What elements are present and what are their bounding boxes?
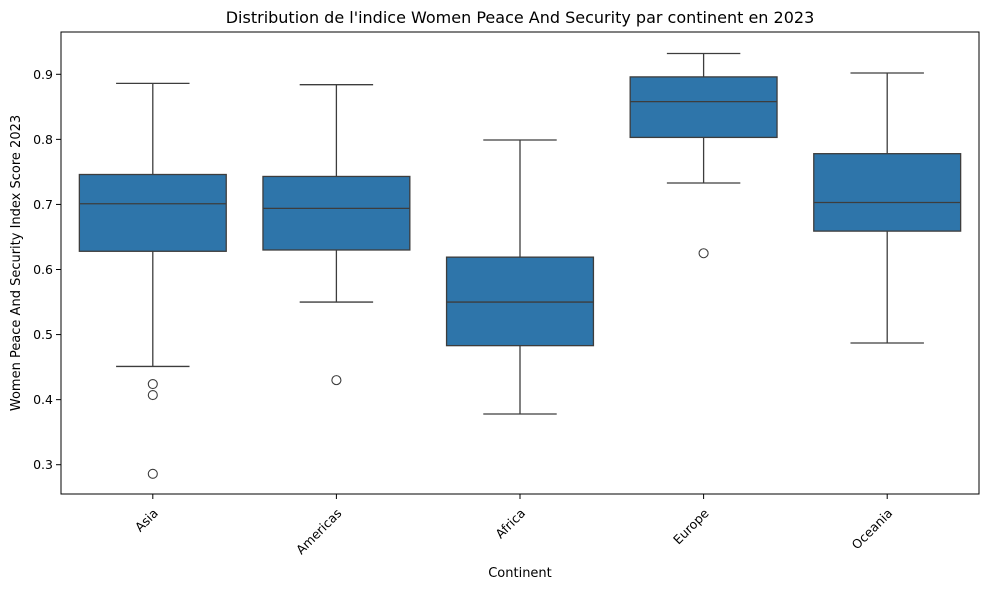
box-iqr bbox=[262, 175, 411, 251]
outlier-point bbox=[147, 468, 158, 479]
box-iqr bbox=[813, 153, 962, 232]
y-axis: 0.3 0.4 0.5 0.6 0.7 0.8 0.9 bbox=[33, 67, 61, 472]
y-tick-label: 0.4 bbox=[33, 392, 53, 407]
chart-title: Distribution de l'indice Women Peace And… bbox=[226, 8, 815, 27]
box-group bbox=[262, 84, 411, 386]
box-iqr bbox=[629, 76, 778, 139]
y-tick-label: 0.5 bbox=[33, 327, 53, 342]
x-tick-label: Oceania bbox=[849, 506, 896, 553]
y-tick-label: 0.3 bbox=[33, 457, 53, 472]
x-axis: Asia Americas Africa Europe Oceania bbox=[132, 494, 896, 558]
x-tick-label: Africa bbox=[492, 506, 528, 542]
y-tick-label: 0.8 bbox=[33, 132, 53, 147]
box-group bbox=[813, 72, 962, 344]
x-tick-label: Asia bbox=[132, 506, 161, 535]
y-tick-label: 0.6 bbox=[33, 262, 53, 277]
outlier-point bbox=[147, 390, 158, 401]
outlier-point bbox=[698, 248, 709, 259]
x-tick-label: Americas bbox=[293, 506, 345, 558]
outlier-point bbox=[331, 375, 342, 386]
y-axis-label: Women Peace And Security Index Score 202… bbox=[9, 115, 24, 411]
box-group bbox=[629, 52, 778, 259]
x-axis-label: Continent bbox=[488, 566, 552, 581]
box-iqr bbox=[78, 173, 227, 252]
box-iqr bbox=[445, 256, 595, 347]
outlier-point bbox=[147, 378, 158, 390]
box-group bbox=[445, 139, 595, 415]
boxes-layer bbox=[78, 52, 962, 479]
y-tick-label: 0.9 bbox=[33, 67, 53, 82]
box-group bbox=[78, 82, 227, 479]
x-tick-label: Europe bbox=[670, 505, 712, 547]
y-tick-label: 0.7 bbox=[33, 197, 53, 212]
